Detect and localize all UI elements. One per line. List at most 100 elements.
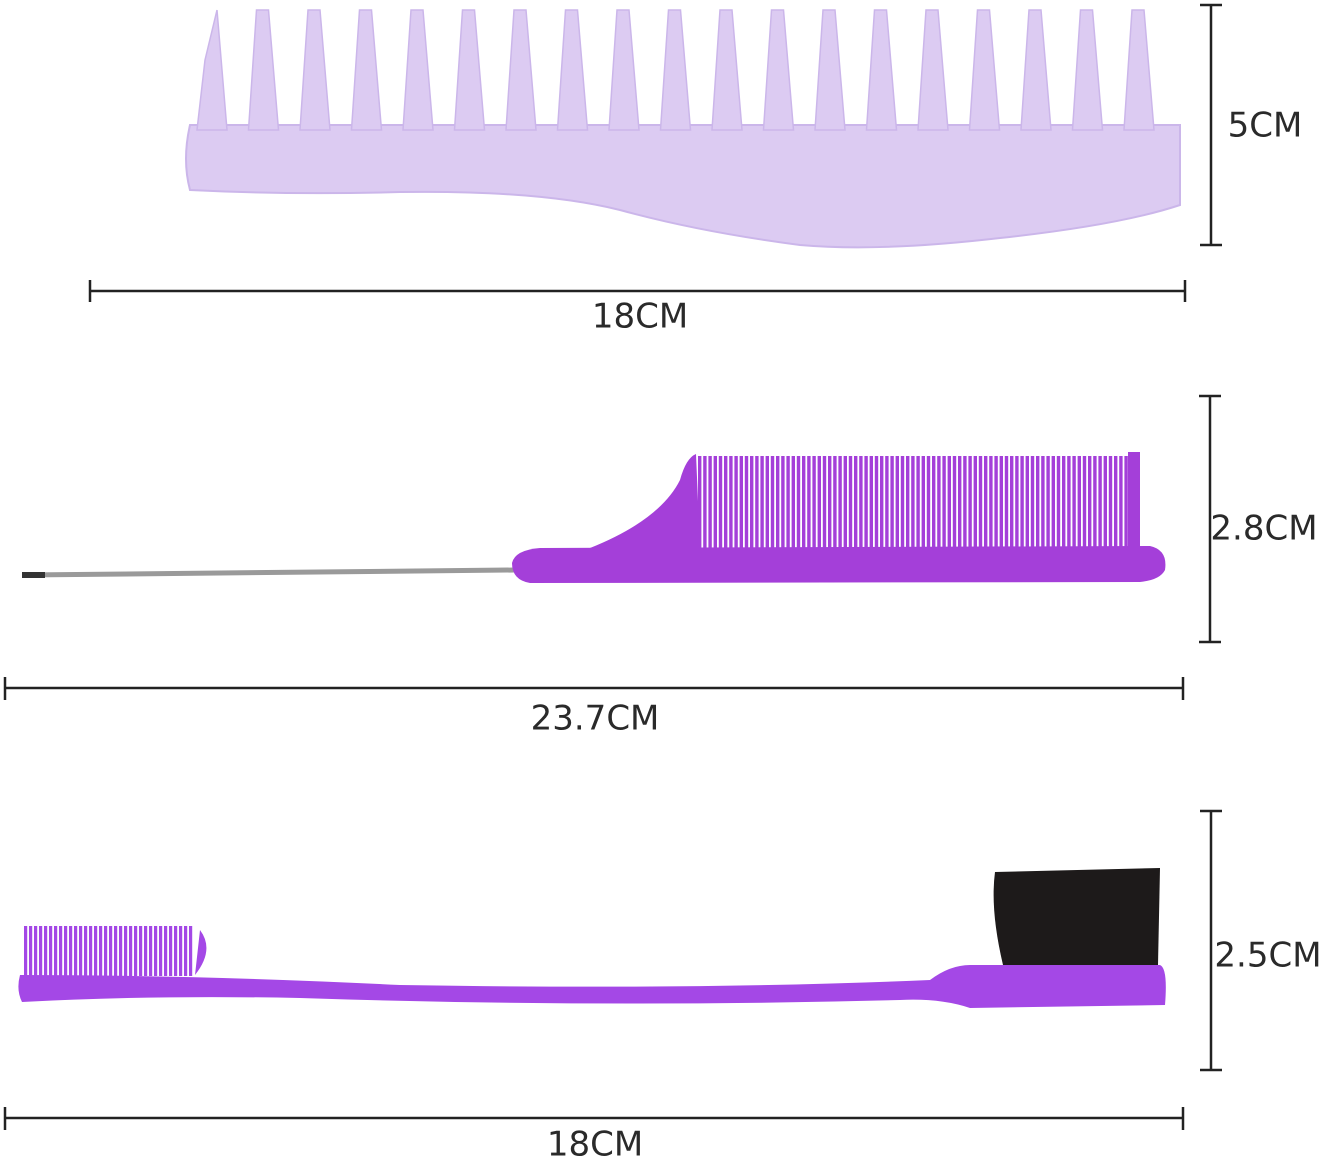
tooth [932, 456, 936, 548]
tooth [159, 926, 163, 976]
tooth [659, 9, 692, 131]
width-dimension-2 [3, 677, 1185, 700]
tooth [99, 926, 103, 976]
tooth [169, 926, 173, 976]
tooth [34, 926, 38, 976]
tooth [505, 9, 537, 131]
tooth [814, 9, 846, 131]
tooth [44, 926, 48, 976]
tooth [1082, 456, 1087, 548]
tooth [1123, 9, 1155, 131]
tooth [174, 926, 178, 976]
tooth [139, 926, 143, 976]
tooth [869, 456, 873, 548]
tooth [828, 456, 832, 548]
tooth [796, 456, 801, 548]
width-label: 23.7CM [531, 699, 660, 739]
tooth [916, 456, 920, 548]
tooth [119, 926, 123, 976]
edge-brush [18, 868, 1166, 1008]
tooth [1020, 456, 1024, 548]
tooth [812, 456, 816, 548]
width-dimension-3 [3, 1107, 1185, 1130]
tooth [39, 926, 43, 976]
tooth [968, 456, 972, 548]
tooth [926, 456, 931, 548]
tooth [838, 456, 842, 548]
tooth [739, 456, 743, 548]
tooth [154, 926, 158, 976]
tooth [1030, 456, 1035, 548]
tooth [1062, 456, 1066, 548]
tooth [911, 456, 915, 548]
tooth [164, 926, 168, 976]
tooth [854, 456, 858, 548]
tooth [734, 456, 738, 548]
tooth [802, 456, 806, 548]
tooth [1093, 456, 1097, 548]
tooth [859, 456, 863, 548]
tooth [942, 456, 946, 548]
width-label: 18CM [592, 297, 688, 337]
tooth [698, 456, 702, 548]
tooth [1072, 456, 1076, 548]
tooth [791, 456, 795, 548]
tooth [556, 9, 589, 131]
tooth [74, 926, 78, 976]
tooth [1036, 456, 1040, 548]
tooth [750, 456, 754, 548]
tooth [1015, 456, 1019, 548]
tooth [724, 456, 728, 548]
tooth [762, 9, 795, 131]
tooth [1020, 9, 1052, 131]
tooth [64, 926, 68, 976]
tooth [134, 926, 138, 976]
tooth [144, 926, 148, 976]
tooth [947, 456, 951, 548]
height-label: 2.8CM [1210, 509, 1317, 549]
tooth [865, 9, 898, 131]
tooth [755, 456, 759, 548]
tooth [711, 9, 743, 131]
height-dimension-3 [1200, 809, 1222, 1072]
rat-tail-comb [22, 452, 1166, 583]
tooth [189, 926, 193, 976]
tooth [781, 456, 785, 548]
tooth [1046, 456, 1050, 548]
tooth [196, 9, 228, 131]
tooth [1071, 9, 1104, 131]
tooth [89, 926, 93, 976]
tooth [84, 926, 88, 976]
tooth [822, 456, 827, 548]
tooth [1056, 456, 1061, 548]
width-dimension-1 [88, 280, 1187, 302]
tooth [760, 456, 764, 548]
tooth [718, 456, 723, 548]
height-label: 2.5CM [1214, 936, 1321, 976]
tooth [885, 456, 889, 548]
tooth [958, 456, 962, 548]
tooth [59, 926, 63, 976]
tooth [989, 456, 993, 548]
tooth [1010, 456, 1014, 548]
tooth [124, 926, 128, 976]
tooth [129, 926, 133, 976]
tooth [69, 926, 73, 976]
tooth [1124, 456, 1128, 548]
tooth [109, 926, 113, 976]
tooth [149, 926, 153, 976]
tooth [402, 9, 434, 131]
tooth [890, 456, 894, 548]
tooth [94, 926, 98, 976]
height-dimension-2 [1199, 394, 1221, 644]
width-label: 18CM [547, 1125, 643, 1165]
tooth [713, 456, 717, 548]
tooth [973, 456, 977, 548]
tooth [786, 456, 790, 548]
tooth [917, 9, 949, 131]
tooth [817, 456, 821, 548]
tooth [729, 456, 733, 548]
tooth [937, 456, 941, 548]
tooth [79, 926, 83, 976]
tooth [770, 456, 775, 548]
